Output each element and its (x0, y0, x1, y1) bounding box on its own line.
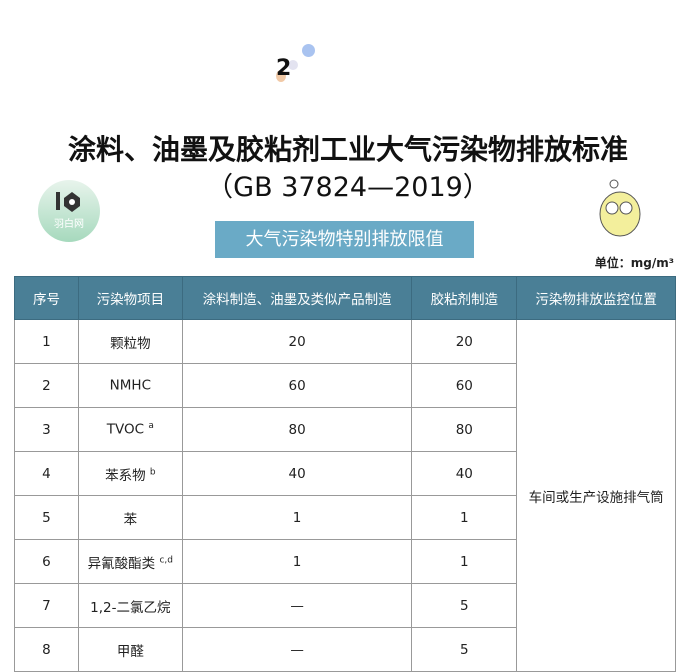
cell-item: 甲醛 (77, 627, 183, 672)
cell-no: 6 (14, 539, 79, 584)
header-location: 污染物排放监控位置 (516, 276, 676, 320)
header-item: 污染物项目 (77, 276, 183, 320)
cell-no: 1 (14, 319, 79, 364)
item-footnote: c,d (159, 555, 173, 565)
cell-item: 1,2-二氯乙烷 (77, 583, 183, 628)
header-adhesive: 胶粘剂制造 (411, 276, 518, 320)
table-row: 5 苯 1 1 (14, 495, 676, 540)
item-name: 苯 (123, 511, 138, 528)
cell-adhesive: 1 (411, 539, 518, 584)
cell-no: 3 (14, 407, 79, 452)
decor-dot (302, 44, 315, 57)
item-name: 苯系物 (105, 467, 146, 484)
logo: 羽白网 (38, 180, 100, 242)
table-row: 8 甲醛 — 5 (14, 627, 676, 672)
cell-item: NMHC (77, 363, 183, 408)
cell-no: 2 (14, 363, 79, 408)
decor-dot (276, 70, 286, 82)
item-name: 颗粒物 (110, 335, 151, 352)
table-row: 7 1,2-二氯乙烷 — 5 (14, 583, 676, 628)
cell-adhesive: 1 (411, 495, 518, 540)
cell-no: 5 (14, 495, 79, 540)
cell-no: 4 (14, 451, 79, 496)
cell-item: TVOC a (77, 407, 183, 452)
cell-coating: 60 (181, 363, 413, 408)
cell-item: 颗粒物 (77, 319, 183, 364)
logo-text: 羽白网 (54, 219, 84, 230)
item-name: NMHC (109, 377, 151, 394)
cell-item: 异氰酸酯类 c,d (77, 539, 183, 584)
table-row: 3 TVOC a 80 80 (14, 407, 676, 452)
section-number: 2 (276, 56, 292, 81)
cell-adhesive: 5 (411, 627, 518, 672)
cell-adhesive: 20 (411, 319, 518, 364)
cell-adhesive: 40 (411, 451, 518, 496)
item-name: 甲醛 (116, 643, 144, 660)
item-footnote: b (149, 467, 156, 477)
cell-coating: 40 (181, 451, 413, 496)
table-row: 4 苯系物 b 40 40 (14, 451, 676, 496)
cell-coating: — (181, 583, 413, 628)
cell-coating: 1 (181, 495, 413, 540)
cell-location: 车间或生产设施排气筒 (516, 319, 676, 672)
cell-coating: 80 (181, 407, 413, 452)
cell-adhesive: 80 (411, 407, 518, 452)
mascot-icon (599, 179, 641, 237)
page-title: 涂料、油墨及胶粘剂工业大气污染物排放标准 (67, 133, 628, 166)
cell-adhesive: 60 (411, 363, 518, 408)
section-badge: 大气污染物特别排放限值 (215, 221, 474, 258)
cell-no: 7 (14, 583, 79, 628)
item-name: 1,2-二氯乙烷 (90, 599, 171, 616)
unit-label: 单位：mg/m³ (594, 256, 674, 270)
page-subtitle: （GB 37824—2019） (206, 172, 490, 203)
item-footnote: a (148, 421, 154, 432)
cell-item: 苯 (77, 495, 183, 540)
header-coating: 涂料制造、油墨及类似产品制造 (181, 276, 413, 320)
cell-adhesive: 5 (411, 583, 518, 628)
header-no: 序号 (14, 276, 79, 320)
item-name: 异氰酸酯类 (87, 555, 156, 572)
cell-coating: 20 (181, 319, 413, 364)
cell-coating: 1 (181, 539, 413, 584)
cell-item: 苯系物 b (77, 451, 183, 496)
item-name: TVOC (106, 421, 145, 438)
emission-limits-table: 序号 污染物项目 涂料制造、油墨及类似产品制造 胶粘剂制造 污染物排放监控位置 … (14, 276, 676, 672)
cell-no: 8 (14, 627, 79, 672)
table-row: 1 颗粒物 20 20 车间或生产设施排气筒 (14, 319, 676, 672)
cell-coating: — (181, 627, 413, 672)
decor-dot (288, 60, 298, 70)
